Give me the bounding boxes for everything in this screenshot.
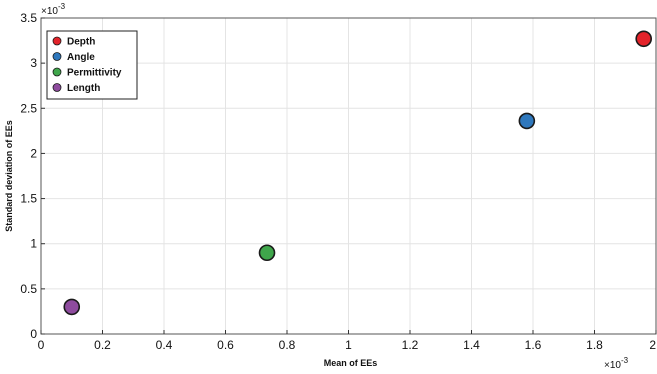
y-tick-label: 0.5 [20, 282, 37, 296]
x-axis-exponent: ×10-3 [604, 356, 629, 371]
data-point-permittivity [258, 244, 276, 262]
legend-label-permittivity: Permittivity [67, 68, 122, 79]
x-tick-label: 0.8 [279, 338, 296, 352]
data-point-angle [518, 112, 536, 130]
legend-marker-length [52, 83, 62, 92]
x-tick-label: 0.4 [156, 338, 173, 352]
y-tick-label: 0 [30, 327, 37, 341]
x-tick-label: 1.8 [586, 338, 603, 352]
y-tick-label: 2.5 [20, 101, 37, 115]
legend: Depth Angle Permittivity Length [46, 30, 138, 100]
axis-ticks: 0 0.2 0.4 0.6 0.8 1 1.2 1.4 1.6 1.8 2 0 0.5 1 1.5 2 2.5 3… [20, 11, 657, 352]
data-point-depth [635, 30, 653, 48]
y-axis-label: Standard deviation of EEs [4, 120, 14, 232]
y-tick-label: 1.5 [20, 192, 37, 206]
y-tick-label: 3.5 [20, 11, 37, 25]
legend-marker-angle [52, 52, 62, 61]
data-points [63, 30, 653, 316]
x-tick-label: 0.6 [217, 338, 234, 352]
data-point-length [63, 298, 81, 316]
legend-label-angle: Angle [67, 52, 95, 63]
y-axis-exponent: ×10-3 [41, 2, 66, 17]
legend-box [46, 30, 138, 100]
x-axis-label: Mean of EEs [324, 358, 378, 368]
x-tick-label: 2 [649, 338, 656, 352]
legend-marker-permittivity [52, 67, 62, 77]
y-tick-label: 1 [30, 237, 37, 251]
y-tick-label: 2 [30, 146, 37, 160]
x-tick-label: 0 [38, 338, 45, 352]
legend-marker-depth [52, 36, 62, 46]
x-tick-label: 0.2 [94, 338, 111, 352]
x-tick-label: 1.2 [402, 338, 419, 352]
y-tick-label: 3 [30, 56, 37, 70]
legend-label-length: Length [67, 83, 100, 94]
x-tick-label: 1.6 [525, 338, 542, 352]
x-tick-label: 1.4 [463, 338, 480, 352]
legend-label-depth: Depth [67, 37, 95, 48]
x-tick-label: 1 [345, 338, 352, 352]
